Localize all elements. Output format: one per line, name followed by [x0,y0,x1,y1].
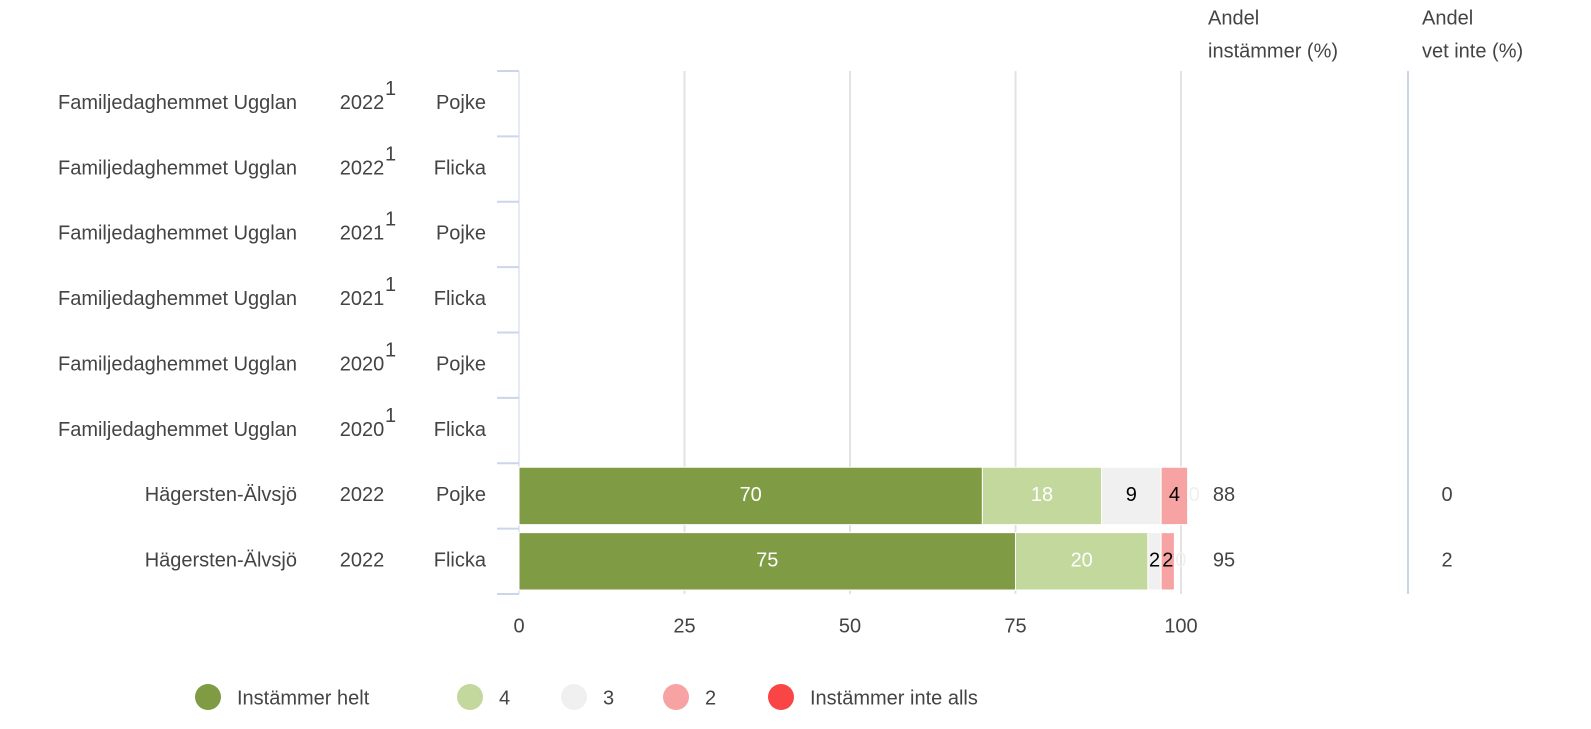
data-label: 70 [740,484,762,506]
legend-swatch [195,684,221,710]
year-label: 2020 [340,353,385,375]
legend-label: 2 [705,687,716,709]
data-label: 20 [1071,550,1093,572]
bar-segment [1160,466,1189,526]
year-label: 2022 [340,92,385,114]
legend-label: Instämmer helt [237,687,370,709]
data-label: 18 [1031,484,1053,506]
gender-label: Pojke [436,353,486,375]
legend-swatch [663,684,689,710]
bar-segment [1160,532,1175,591]
bar-segment [518,466,983,526]
category-label: Familjedaghemmet Ugglan [58,419,297,441]
column-value: 0 [1441,484,1452,506]
year-label: 2022 [340,550,385,572]
footnote-marker: 1 [385,143,396,165]
category-label: Familjedaghemmet Ugglan [58,288,297,310]
year-label: 2022 [340,484,385,506]
category-label: Hägersten-Älvsjö [145,550,297,572]
x-tick-label: 50 [839,615,861,637]
category-label: Hägersten-Älvsjö [145,484,297,506]
data-label: 9 [1126,484,1137,506]
data-label: 0 [1175,550,1186,572]
data-label: 75 [756,550,778,572]
year-label: 2021 [340,288,385,310]
data-label: 4 [1169,484,1180,506]
year-label: 2021 [340,223,385,245]
legend-swatch [768,684,794,710]
gender-label: Flicka [434,550,487,572]
legend-label: Instämmer inte alls [810,687,978,709]
x-tick-label: 75 [1004,615,1026,637]
bar-segment [1101,466,1162,526]
gender-label: Flicka [434,288,487,310]
category-label: Familjedaghemmet Ugglan [58,92,297,114]
column-title: vet inte (%) [1422,40,1523,62]
category-label: Familjedaghemmet Ugglan [58,223,297,245]
gender-label: Pojke [436,223,486,245]
column-value: 88 [1213,484,1235,506]
year-label: 2022 [340,157,385,179]
column-title: Andel [1422,7,1473,29]
footnote-marker: 1 [385,78,396,100]
footnote-marker: 1 [385,274,396,296]
x-tick-label: 25 [673,615,695,637]
footnote-marker: 1 [385,339,396,361]
column-value: 2 [1441,550,1452,572]
column-title: Andel [1208,7,1259,29]
gender-label: Flicka [434,157,487,179]
legend-swatch [457,684,483,710]
x-tick-label: 100 [1164,615,1197,637]
data-label: 0 [1189,484,1200,506]
bar-segment [1015,532,1149,591]
gender-label: Pojke [436,92,486,114]
gender-label: Flicka [434,419,487,441]
legend-label: 3 [603,687,614,709]
data-label: 2 [1162,550,1173,572]
category-label: Familjedaghemmet Ugglan [58,157,297,179]
footnote-marker: 1 [385,405,396,427]
data-label: 2 [1149,550,1160,572]
bar-segment [518,532,1016,591]
footnote-marker: 1 [385,209,396,231]
column-value: 95 [1213,550,1235,572]
legend-label: 4 [499,687,510,709]
category-label: Familjedaghemmet Ugglan [58,353,297,375]
x-tick-label: 0 [513,615,524,637]
year-label: 2020 [340,419,385,441]
column-title: instämmer (%) [1208,40,1338,62]
legend-swatch [561,684,587,710]
gender-label: Pojke [436,484,486,506]
